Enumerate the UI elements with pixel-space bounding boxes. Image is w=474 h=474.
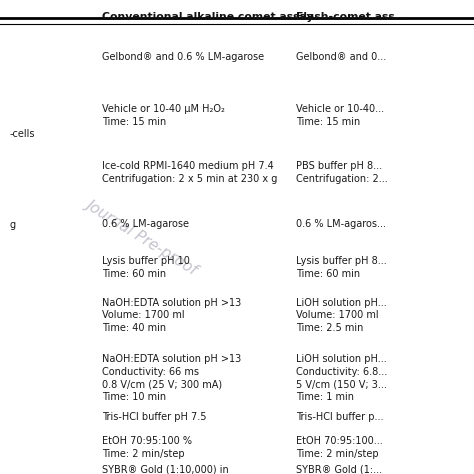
Text: SYBR® Gold (1:10,000) in
neutralization buffer: SYBR® Gold (1:10,000) in neutralization … (102, 465, 228, 474)
Text: Tris-HCl buffer p...: Tris-HCl buffer p... (296, 412, 384, 422)
Text: 0.6 % LM-agaros...: 0.6 % LM-agaros... (296, 219, 386, 229)
Text: LiOH solution pH...
Conductivity: 6.8...
5 V/cm (150 V; 3...
Time: 1 min: LiOH solution pH... Conductivity: 6.8...… (296, 354, 388, 402)
Text: -cells: -cells (9, 129, 35, 139)
Text: EtOH 70:95:100 %
Time: 2 min/step: EtOH 70:95:100 % Time: 2 min/step (102, 436, 192, 459)
Text: SYBR® Gold (1:...
neutralization bu...: SYBR® Gold (1:... neutralization bu... (296, 465, 389, 474)
Text: Lysis buffer pH 8...
Time: 60 min: Lysis buffer pH 8... Time: 60 min (296, 256, 387, 279)
Text: Gelbond® and 0.6 % LM-agarose: Gelbond® and 0.6 % LM-agarose (102, 52, 264, 62)
Text: NaOH:EDTA solution pH >13
Conductivity: 66 ms
0.8 V/cm (25 V; 300 mA)
Time: 10 m: NaOH:EDTA solution pH >13 Conductivity: … (102, 354, 241, 402)
Text: 0.6 % LM-agarose: 0.6 % LM-agarose (102, 219, 189, 229)
Text: NaOH:EDTA solution pH >13
Volume: 1700 ml
Time: 40 min: NaOH:EDTA solution pH >13 Volume: 1700 m… (102, 298, 241, 333)
Text: Vehicle or 10-40...
Time: 15 min: Vehicle or 10-40... Time: 15 min (296, 104, 384, 127)
Text: Lysis buffer pH 10
Time: 60 min: Lysis buffer pH 10 Time: 60 min (102, 256, 190, 279)
Text: Tris-HCl buffer pH 7.5: Tris-HCl buffer pH 7.5 (102, 412, 206, 422)
Text: Ice-cold RPMI-1640 medium pH 7.4
Centrifugation: 2 x 5 min at 230 x g: Ice-cold RPMI-1640 medium pH 7.4 Centrif… (102, 161, 277, 184)
Text: LiOH solution pH...
Volume: 1700 ml
Time: 2.5 min: LiOH solution pH... Volume: 1700 ml Time… (296, 298, 387, 333)
Text: Journal Pre-proof: Journal Pre-proof (84, 197, 201, 277)
Text: Flash-comet ass...: Flash-comet ass... (296, 12, 408, 22)
Text: Conventional alkaline comet assay: Conventional alkaline comet assay (102, 12, 313, 22)
Text: Gelbond® and 0...: Gelbond® and 0... (296, 52, 386, 62)
Text: PBS buffer pH 8...
Centrifugation: 2...: PBS buffer pH 8... Centrifugation: 2... (296, 161, 388, 184)
Text: EtOH 70:95:100...
Time: 2 min/step: EtOH 70:95:100... Time: 2 min/step (296, 436, 383, 459)
Text: g: g (9, 220, 16, 230)
Text: Vehicle or 10-40 μM H₂O₂
Time: 15 min: Vehicle or 10-40 μM H₂O₂ Time: 15 min (102, 104, 225, 127)
